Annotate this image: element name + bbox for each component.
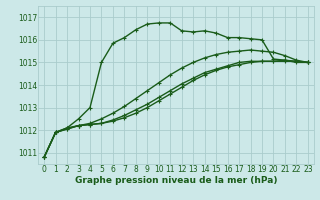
X-axis label: Graphe pression niveau de la mer (hPa): Graphe pression niveau de la mer (hPa) — [75, 176, 277, 185]
